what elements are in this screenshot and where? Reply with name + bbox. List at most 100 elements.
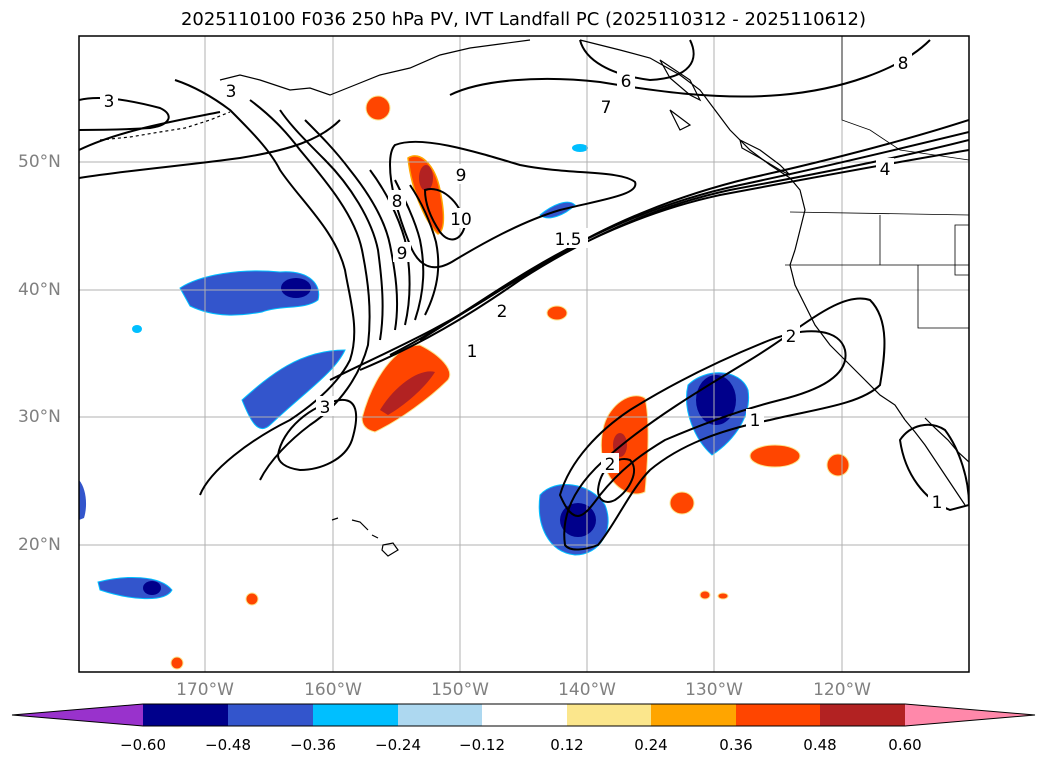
pos-blob-6	[245, 592, 259, 606]
gridlines	[79, 36, 969, 672]
colorbar-outline	[11, 703, 1036, 727]
baja-california	[904, 419, 966, 506]
figure-title: 2025110100 F036 250 hPa PV, IVT Landfall…	[180, 9, 867, 30]
coastlines	[99, 36, 969, 557]
contour-label: 1	[932, 493, 943, 513]
lon-label-120w: 120°W	[813, 680, 871, 700]
colorbar-swatch	[651, 704, 736, 726]
contour-label: 2	[786, 327, 797, 347]
pos-core-east	[613, 433, 627, 457]
colorbar-swatch	[820, 704, 905, 726]
colorbar-swatch	[567, 704, 651, 726]
lat-label-40n: 40°N	[18, 280, 61, 300]
contour-7-north	[449, 39, 931, 98]
lon-label-160w: 160°W	[304, 680, 362, 700]
colorbar-tick: −0.48	[205, 736, 251, 754]
positive-pv-anomalies	[170, 95, 850, 670]
contour-east-2	[558, 330, 847, 517]
lat-label-20n: 20°N	[18, 535, 61, 555]
contour-labels: 3 3 6 7 8 9 8 10 9 1.5 2 1 3 2 1 2 1 4	[100, 52, 946, 513]
pos-blob-8	[699, 590, 711, 600]
colorbar-swatch	[313, 704, 398, 726]
lon-label-150w: 150°W	[431, 680, 489, 700]
contour-baja-1	[898, 423, 969, 512]
pos-blob-7	[170, 656, 184, 670]
colorbar-tick: −0.36	[290, 736, 336, 754]
neg-blob-west-edge	[79, 480, 87, 520]
neg-blob-small-3	[132, 325, 142, 333]
colorbar-tick: −0.24	[375, 736, 421, 754]
colorbar-tick: 0.48	[803, 736, 837, 754]
pos-blob-3	[826, 453, 850, 477]
contour-label: 3	[104, 92, 115, 112]
contour-1-west	[79, 119, 341, 179]
contour-label: 8	[898, 54, 909, 74]
contour-2-west	[79, 111, 221, 151]
contour-label: 9	[456, 166, 467, 186]
lon-label-130w: 130°W	[685, 680, 743, 700]
colorbar-tick: 0.60	[888, 736, 922, 754]
colorbar-extend-high	[905, 704, 1035, 726]
colorbar-swatch	[482, 704, 567, 726]
pos-core-north	[419, 165, 433, 191]
neg-core-north-pacific	[281, 278, 311, 298]
inland-borders	[785, 36, 969, 329]
closed-contour-10	[423, 188, 467, 241]
colorbar-swatch	[736, 704, 820, 726]
contour-label: 8	[392, 192, 403, 212]
trough-contour-5	[279, 109, 384, 341]
pos-core-central	[380, 371, 435, 415]
aleutian-islands	[99, 111, 231, 141]
contour-label: 3	[320, 398, 331, 418]
jet-contour-2	[359, 139, 969, 371]
pos-blob-9	[717, 592, 729, 600]
contour-label: 2	[605, 455, 616, 475]
neg-blob-north-pacific	[179, 270, 320, 316]
lon-label-140w: 140°W	[558, 680, 616, 700]
vancouver-island	[739, 138, 791, 176]
jet-contour-4	[419, 119, 969, 341]
colorbar-tick: −0.60	[120, 736, 166, 754]
contour-6-north	[579, 39, 695, 82]
colorbar-swatch	[228, 704, 313, 726]
trough-contour-7	[369, 169, 411, 326]
closed-contour-9	[388, 140, 637, 269]
contour-label: 2	[497, 302, 508, 322]
pos-blob-2	[749, 444, 801, 468]
neg-blob-small-2	[572, 144, 588, 152]
trough-contour-4	[249, 99, 371, 481]
map-frame	[78, 35, 970, 673]
contour-label: 10	[450, 210, 472, 230]
trough-contour-9	[409, 184, 440, 316]
colorbar-tick: 0.12	[550, 736, 584, 754]
colorbar-tick: 0.24	[634, 736, 668, 754]
pos-blob-1	[365, 95, 391, 121]
contour-east-1	[563, 297, 886, 551]
west-coast-us	[789, 249, 906, 421]
hawaii-islands	[331, 517, 399, 557]
neg-blob-central	[241, 349, 346, 430]
closed-contour-3-west	[276, 398, 358, 472]
contour-label: 4	[880, 160, 891, 180]
ivt-contours	[79, 39, 969, 551]
alaska-peninsula-coast	[219, 39, 531, 96]
pos-blob-5	[546, 305, 568, 321]
colorbar-swatch	[398, 704, 482, 726]
trough-contour-3	[174, 79, 356, 496]
contour-label: 1	[750, 411, 761, 431]
lon-label-170w: 170°W	[176, 680, 234, 700]
contour-label: 6	[621, 72, 632, 92]
colorbar-extend-low	[12, 704, 143, 726]
contour-label: 1.5	[554, 230, 581, 250]
trough-contour-6	[304, 119, 399, 331]
colorbar-tick: −0.12	[459, 736, 505, 754]
alaska-islands	[659, 59, 702, 131]
contour-label: 9	[397, 244, 408, 264]
lat-label-50n: 50°N	[18, 152, 61, 172]
colorbar	[11, 703, 1036, 727]
contour-label: 3	[226, 82, 237, 102]
pos-blob-4	[669, 491, 695, 515]
lat-label-30n: 30°N	[18, 407, 61, 427]
contour-label: 7	[601, 98, 612, 118]
